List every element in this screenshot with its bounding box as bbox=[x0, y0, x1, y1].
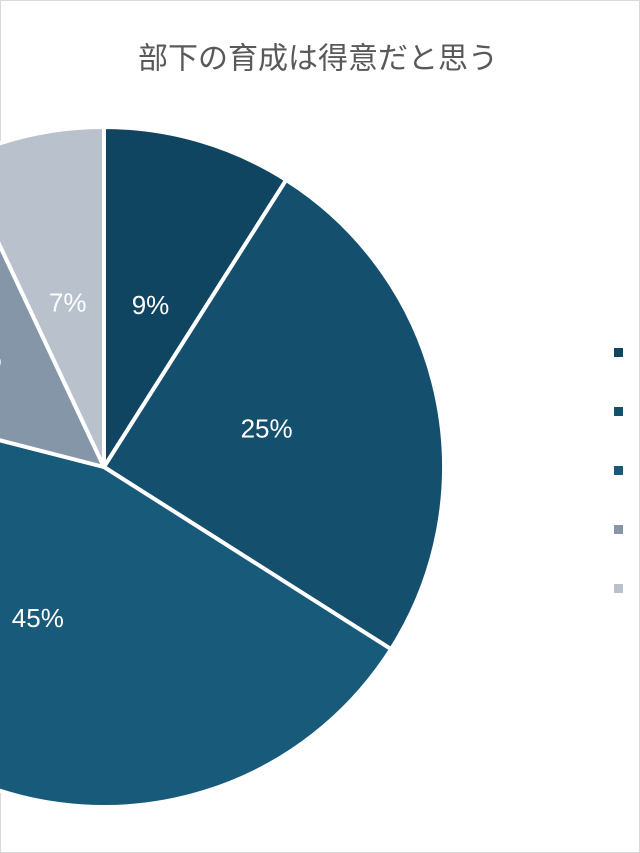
slice-label: 25% bbox=[241, 414, 293, 444]
legend bbox=[614, 348, 623, 593]
slice-label: 7% bbox=[49, 287, 87, 317]
legend-swatch bbox=[614, 584, 623, 593]
slice-label: 14% bbox=[0, 344, 2, 374]
legend-swatch bbox=[614, 407, 623, 416]
pie-slice bbox=[102, 125, 289, 469]
chart-title: 部下の育成は得意だと思う bbox=[138, 42, 498, 77]
pie-slice bbox=[0, 438, 394, 809]
pie: 9% 25% 45% 14% 7% bbox=[0, 125, 446, 809]
slice-label: 9% bbox=[132, 290, 170, 320]
legend-swatch bbox=[614, 348, 623, 357]
legend-swatch bbox=[614, 466, 623, 475]
legend-swatch bbox=[614, 525, 623, 534]
slice-label: 45% bbox=[12, 603, 64, 633]
pie-slice bbox=[102, 177, 446, 652]
pie-slice bbox=[0, 125, 106, 469]
